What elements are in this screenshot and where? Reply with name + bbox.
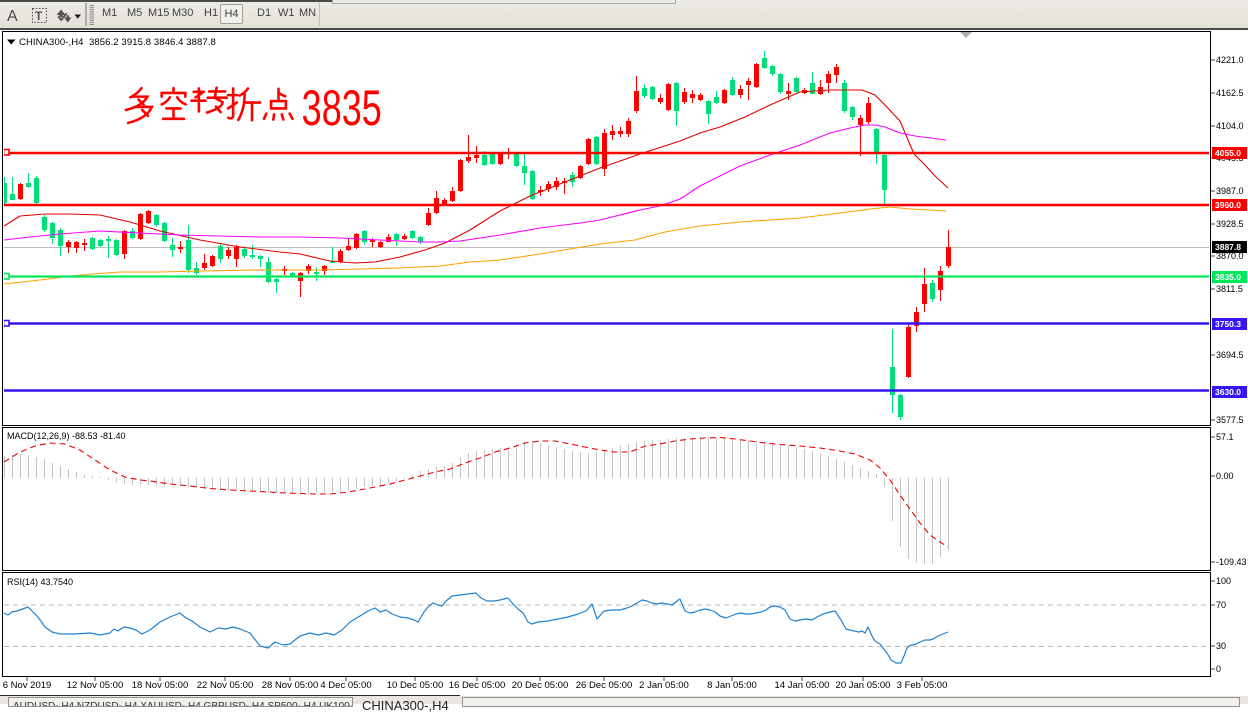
svg-text:3835: 3835 bbox=[302, 81, 382, 136]
svg-text:A: A bbox=[7, 8, 18, 25]
svg-text:T: T bbox=[35, 9, 43, 23]
